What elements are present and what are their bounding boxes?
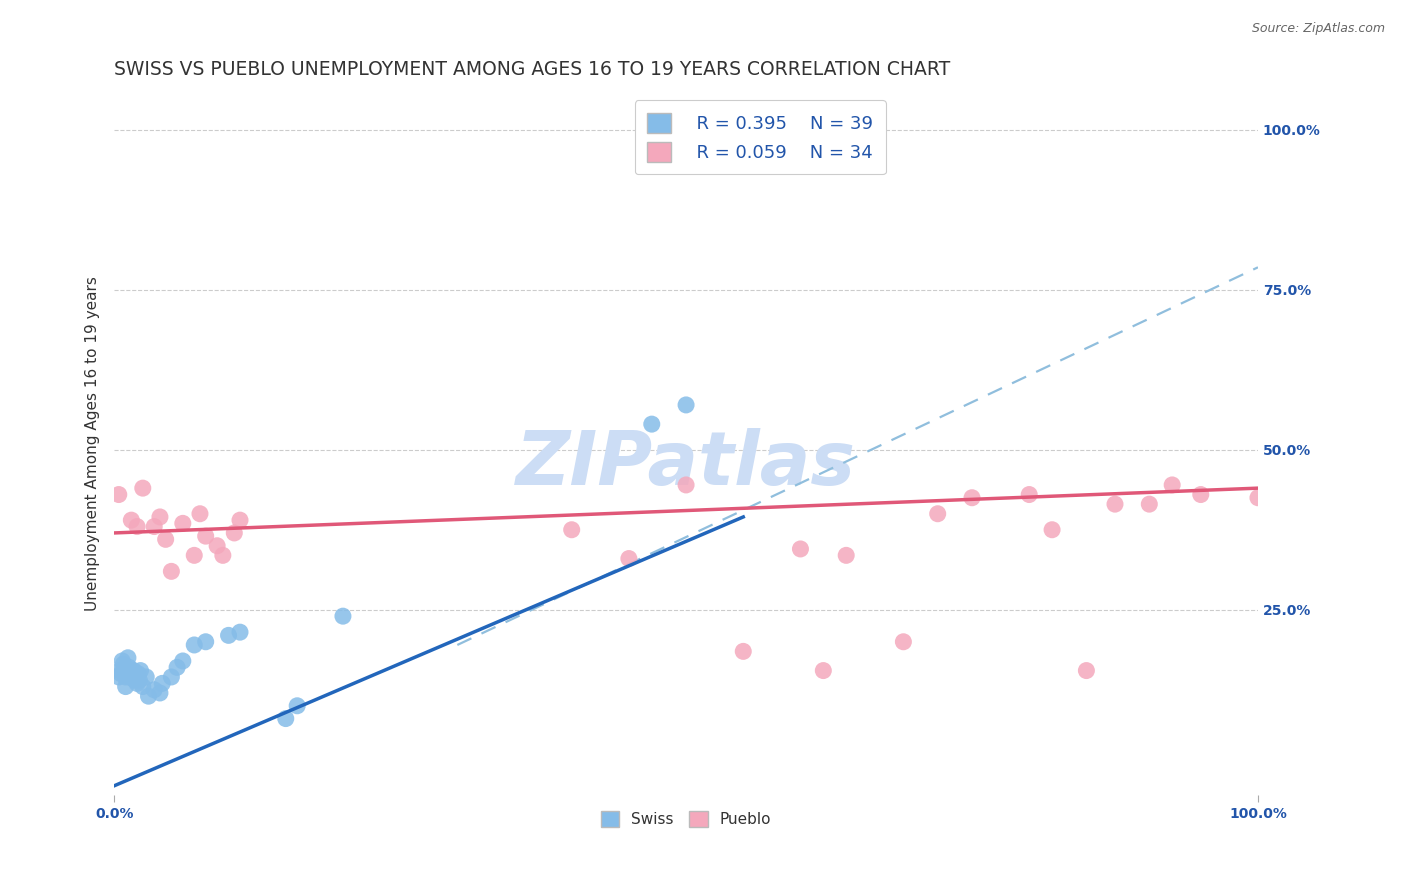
Point xyxy=(114,680,136,694)
Point xyxy=(143,519,166,533)
Point xyxy=(229,513,252,527)
Legend: Swiss, Pueblo: Swiss, Pueblo xyxy=(595,805,778,833)
Point xyxy=(172,516,194,531)
Point xyxy=(114,670,136,684)
Point xyxy=(117,650,139,665)
Point xyxy=(927,507,949,521)
Point xyxy=(125,519,148,533)
Point xyxy=(138,689,160,703)
Y-axis label: Unemployment Among Ages 16 to 19 years: Unemployment Among Ages 16 to 19 years xyxy=(86,276,100,611)
Point xyxy=(120,513,142,527)
Point xyxy=(149,686,172,700)
Point xyxy=(1161,478,1184,492)
Point xyxy=(129,664,152,678)
Point xyxy=(194,529,217,543)
Point xyxy=(160,565,183,579)
Point xyxy=(124,673,146,688)
Point xyxy=(205,539,228,553)
Point xyxy=(789,541,811,556)
Point xyxy=(561,523,583,537)
Point xyxy=(1076,664,1098,678)
Point xyxy=(110,666,132,681)
Point xyxy=(114,664,136,678)
Text: SWISS VS PUEBLO UNEMPLOYMENT AMONG AGES 16 TO 19 YEARS CORRELATION CHART: SWISS VS PUEBLO UNEMPLOYMENT AMONG AGES … xyxy=(114,60,950,78)
Point xyxy=(118,660,141,674)
Point xyxy=(120,664,142,678)
Point xyxy=(125,676,148,690)
Point xyxy=(172,654,194,668)
Point xyxy=(211,549,233,563)
Point xyxy=(114,660,136,674)
Point xyxy=(155,533,177,547)
Point xyxy=(194,634,217,648)
Point xyxy=(835,549,858,563)
Point xyxy=(285,698,308,713)
Point xyxy=(121,670,143,684)
Text: Source: ZipAtlas.com: Source: ZipAtlas.com xyxy=(1251,22,1385,36)
Point xyxy=(143,682,166,697)
Point xyxy=(108,664,131,678)
Point xyxy=(224,525,246,540)
Point xyxy=(111,654,134,668)
Point xyxy=(1018,487,1040,501)
Point xyxy=(1137,497,1160,511)
Point xyxy=(641,417,664,431)
Text: ZIPatlas: ZIPatlas xyxy=(516,428,856,501)
Point xyxy=(813,664,835,678)
Point xyxy=(149,510,172,524)
Point xyxy=(132,481,155,495)
Point xyxy=(107,670,129,684)
Point xyxy=(1247,491,1270,505)
Point xyxy=(135,670,157,684)
Point xyxy=(274,712,297,726)
Point xyxy=(229,625,252,640)
Point xyxy=(125,666,148,681)
Point xyxy=(332,609,354,624)
Point xyxy=(960,491,983,505)
Point xyxy=(120,670,142,684)
Point xyxy=(166,660,188,674)
Point xyxy=(1104,497,1126,511)
Point xyxy=(107,487,129,501)
Point xyxy=(122,664,145,678)
Point xyxy=(132,680,155,694)
Point xyxy=(127,666,149,681)
Point xyxy=(183,638,205,652)
Point xyxy=(617,551,640,566)
Point xyxy=(188,507,211,521)
Point xyxy=(893,634,915,648)
Point xyxy=(183,549,205,563)
Point xyxy=(128,673,150,688)
Point xyxy=(150,676,173,690)
Point xyxy=(1040,523,1063,537)
Point xyxy=(733,644,755,658)
Point xyxy=(160,670,183,684)
Point xyxy=(1189,487,1212,501)
Point xyxy=(675,478,697,492)
Point xyxy=(218,628,240,642)
Point xyxy=(675,398,697,412)
Point xyxy=(112,657,135,672)
